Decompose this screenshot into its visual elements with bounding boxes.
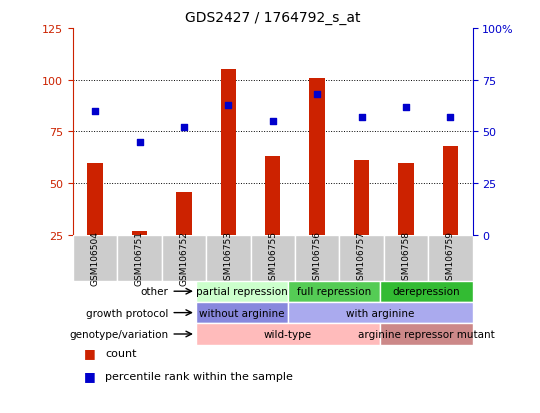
Text: GSM106758: GSM106758 — [401, 231, 410, 285]
Bar — [354, 161, 369, 235]
Point — [91, 108, 99, 115]
Bar — [384, 235, 428, 281]
Text: full repression: full repression — [297, 287, 372, 297]
Bar — [87, 163, 103, 235]
Bar — [398, 163, 414, 235]
Text: partial repression: partial repression — [196, 287, 288, 297]
Text: GSM106757: GSM106757 — [357, 231, 366, 285]
Bar — [132, 231, 147, 235]
Bar — [288, 281, 380, 302]
Point — [224, 102, 233, 109]
Text: GSM106756: GSM106756 — [313, 231, 322, 285]
Bar — [443, 147, 458, 235]
Text: GSM106751: GSM106751 — [135, 231, 144, 285]
Text: GSM106755: GSM106755 — [268, 231, 277, 285]
Text: ■: ■ — [84, 369, 96, 382]
Text: growth protocol: growth protocol — [86, 308, 168, 318]
Text: GSM106759: GSM106759 — [446, 231, 455, 285]
Bar — [117, 235, 161, 281]
Text: ■: ■ — [84, 347, 96, 360]
Point — [446, 114, 455, 121]
Point — [402, 104, 410, 111]
Bar — [196, 281, 288, 302]
Text: GSM106752: GSM106752 — [179, 231, 188, 285]
Bar — [288, 302, 472, 323]
Text: genotype/variation: genotype/variation — [69, 329, 168, 339]
Text: count: count — [105, 348, 137, 358]
Bar — [196, 302, 288, 323]
Bar — [380, 281, 472, 302]
Text: GSM106753: GSM106753 — [224, 231, 233, 285]
Bar — [339, 235, 384, 281]
Text: GSM106504: GSM106504 — [91, 231, 99, 285]
Point — [180, 125, 188, 131]
Bar — [196, 323, 380, 345]
Bar — [161, 235, 206, 281]
Bar — [176, 192, 192, 235]
Title: GDS2427 / 1764792_s_at: GDS2427 / 1764792_s_at — [185, 11, 361, 25]
Text: with arginine: with arginine — [346, 308, 415, 318]
Bar — [428, 235, 472, 281]
Text: arginine repressor mutant: arginine repressor mutant — [358, 329, 495, 339]
Text: other: other — [140, 287, 168, 297]
Text: without arginine: without arginine — [199, 308, 285, 318]
Text: percentile rank within the sample: percentile rank within the sample — [105, 371, 293, 381]
Point — [268, 119, 277, 125]
Bar — [295, 235, 339, 281]
Bar — [265, 157, 280, 235]
Text: wild-type: wild-type — [264, 329, 312, 339]
Text: derepression: derepression — [393, 287, 460, 297]
Bar — [309, 78, 325, 235]
Bar — [380, 323, 472, 345]
Point — [135, 139, 144, 146]
Point — [357, 114, 366, 121]
Point — [313, 92, 321, 98]
Bar — [251, 235, 295, 281]
Bar — [206, 235, 251, 281]
Bar — [73, 235, 117, 281]
Bar — [220, 70, 236, 235]
